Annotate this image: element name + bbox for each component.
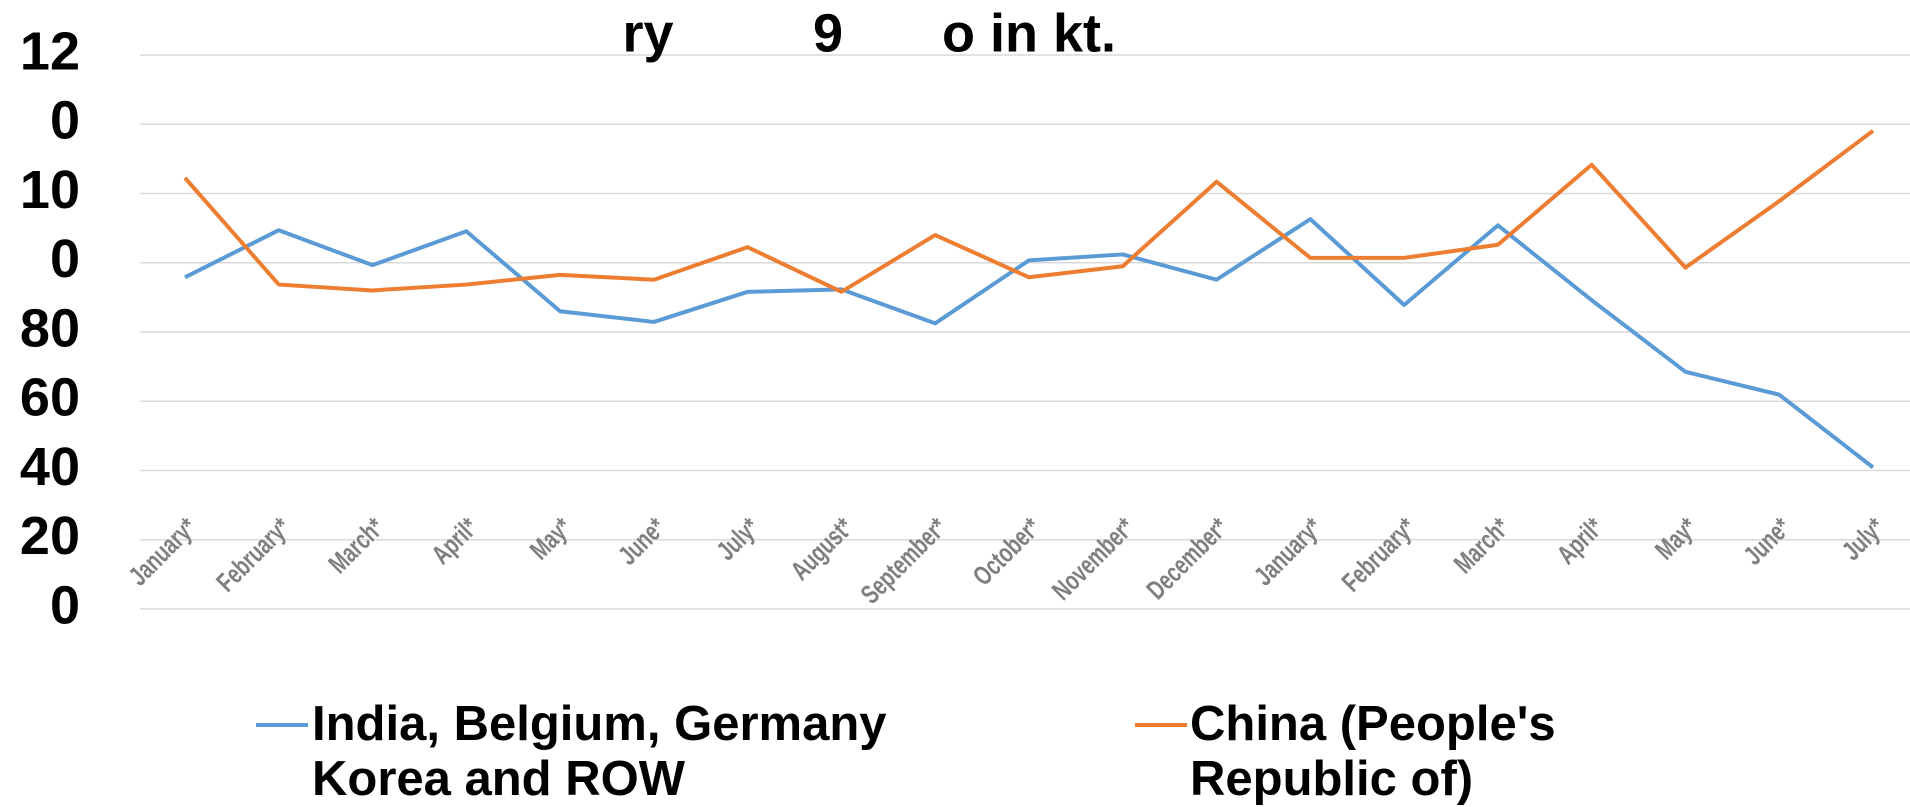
chart-title: 9: [813, 3, 843, 63]
x-tick-label: November*: [1046, 512, 1140, 606]
x-tick-label: February*: [1336, 512, 1422, 598]
x-tick-label: July*: [711, 512, 765, 566]
y-tick-label: 10: [20, 160, 80, 220]
x-tick-label: September*: [855, 512, 953, 610]
series-line: [183, 129, 1875, 294]
legend-label: China (People's Republic of): [1190, 697, 1556, 806]
x-tick-label: March*: [1448, 512, 1515, 579]
y-tick-label: 12: [20, 21, 80, 81]
x-tick-label: May*: [524, 512, 578, 566]
x-tick-label: April*: [426, 512, 484, 570]
y-tick-label: 80: [20, 298, 80, 358]
y-tick-label: 0: [50, 91, 80, 151]
chart-title: ry: [622, 3, 673, 63]
legend-label: India, Belgium, Germany Korea and ROW: [312, 697, 887, 806]
series-line: [184, 217, 1875, 469]
x-tick-label: March*: [323, 512, 390, 579]
y-tick-label: 40: [20, 437, 80, 497]
x-tick-label: May*: [1649, 512, 1703, 566]
y-tick-label: 60: [20, 368, 80, 428]
x-tick-label: April*: [1551, 512, 1609, 570]
x-tick-label: August*: [785, 512, 859, 586]
x-tick-label: June*: [1738, 512, 1797, 571]
chart-title: o in kt.: [942, 3, 1116, 63]
x-tick-label: February*: [211, 512, 297, 598]
y-tick-label: 0: [50, 575, 80, 635]
x-tick-label: July*: [1836, 512, 1890, 566]
x-tick-label: October*: [967, 512, 1047, 592]
y-tick-label: 20: [20, 506, 80, 566]
x-tick-label: January*: [123, 512, 203, 592]
y-tick-label: 0: [50, 229, 80, 289]
x-tick-label: June*: [612, 512, 671, 571]
x-tick-label: January*: [1248, 512, 1328, 592]
x-tick-label: December*: [1141, 512, 1234, 605]
